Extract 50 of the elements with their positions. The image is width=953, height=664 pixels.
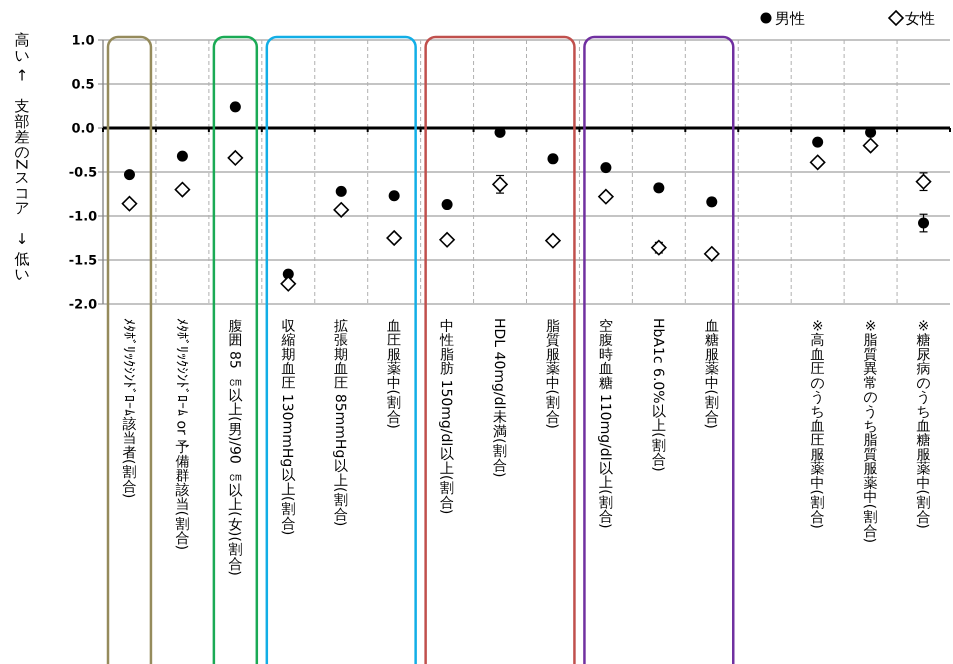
category-label: 収縮期血圧 130mmHg以上(割合) (279, 318, 296, 536)
point (442, 199, 453, 210)
point (653, 182, 664, 194)
category-label: 血圧服薬中(割合) (385, 318, 402, 429)
category-label: 腹囲 85 ㎝以上(男)/90 ㎝以上(女)(割合) (226, 318, 242, 576)
point (122, 196, 138, 212)
category-label: ﾒﾀﾎﾞﾘｯｸｼﾝﾄﾞﾛｰﾑ該当者(割合) (120, 318, 136, 498)
point (439, 232, 455, 248)
y-tick-label: 0.0 (71, 122, 95, 137)
point (492, 176, 508, 192)
point (862, 138, 878, 154)
point (545, 232, 561, 248)
category-label: HbA1c 6.0%以上(割合) (650, 318, 666, 472)
point (600, 162, 612, 174)
point (336, 186, 347, 197)
category-label: HDL 40mg/dl未満(割合) (490, 318, 508, 478)
point (651, 240, 667, 256)
y-tick-label: -1.0 (68, 210, 98, 225)
point (124, 169, 135, 180)
category-label: ﾒﾀﾎﾞﾘｯｸｼﾝﾄﾞﾛｰﾑ or 予備群該当(割合) (173, 318, 190, 550)
point (547, 153, 558, 164)
text: 高い ↑ 支部差のZスコア ↓ 低い (12, 31, 31, 284)
category-label: 中性脂肪 150mg/dl以上(割合) (438, 318, 454, 514)
point (918, 218, 930, 229)
point (174, 182, 190, 198)
category-label: ※脂質異常のうち脂質服薬中(割合) (862, 318, 878, 544)
point (386, 230, 402, 246)
point (230, 101, 241, 112)
point (916, 174, 932, 190)
point (228, 150, 244, 166)
category-label: 拡張期血圧 85mmHg以上(割合) (332, 318, 348, 526)
legend-label: 男性 (775, 9, 805, 28)
point (704, 246, 720, 262)
point (388, 190, 400, 202)
category-label: 血糖服薬中(割合) (702, 318, 719, 429)
point (333, 202, 350, 218)
y-tick-label: 0.5 (71, 78, 95, 93)
y-tick-label: -2.0 (68, 298, 98, 313)
y-tick-label: -1.5 (68, 254, 98, 269)
point (176, 150, 188, 162)
y-tick-label: -0.5 (68, 166, 98, 181)
point (598, 188, 614, 204)
point (812, 136, 824, 148)
category-label: 空腹時血糖 110mg/dl以上(割合) (596, 318, 613, 529)
category-label: 脂質服薬中(割合) (544, 318, 560, 429)
legend-label: 女性 (905, 9, 935, 28)
y-tick-label: 1.0 (71, 34, 95, 49)
category-label: ※高血圧のうち血圧服薬中(割合) (808, 318, 825, 529)
category-label: ※糖尿病のうち血糖服薬中(割合) (914, 318, 931, 529)
point (810, 154, 826, 170)
